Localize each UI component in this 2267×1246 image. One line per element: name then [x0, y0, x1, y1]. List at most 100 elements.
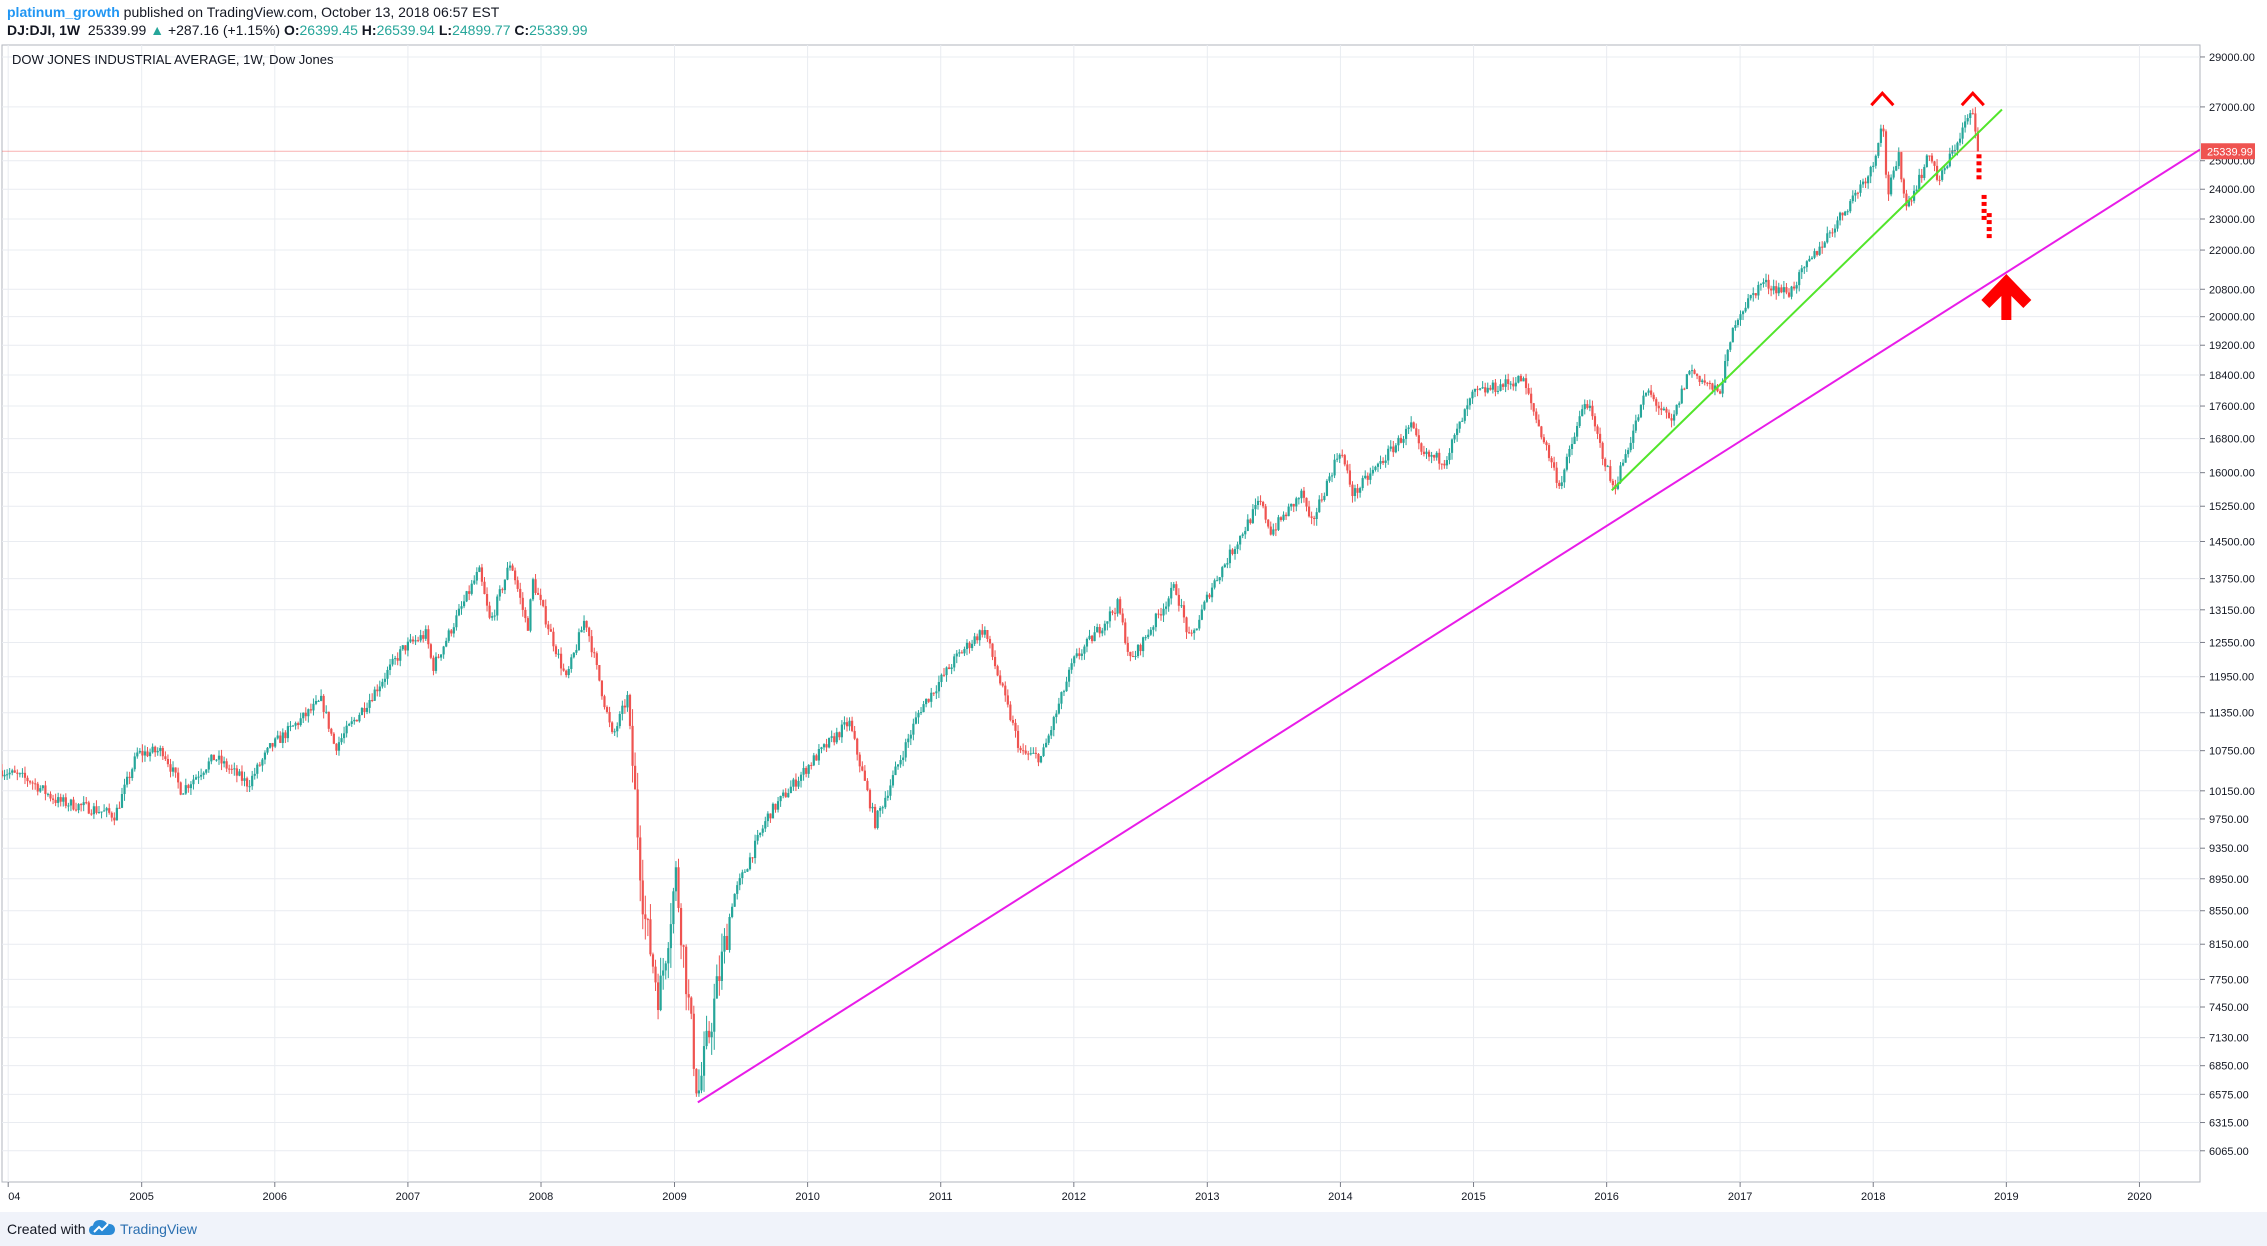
price-chart[interactable]: DOW JONES INDUSTRIAL AVERAGE, 1W, Dow Jo… [0, 42, 2267, 1203]
candle-body [342, 733, 346, 739]
candle-body [1923, 166, 1926, 179]
candle-body [97, 812, 101, 814]
candle-body [1124, 622, 1127, 644]
candle-body [23, 772, 27, 778]
candle-body [1073, 656, 1076, 664]
candle-body [1826, 233, 1829, 243]
candle-body [1609, 466, 1612, 481]
candle-body [21, 772, 24, 774]
candle-body [1673, 414, 1676, 421]
plot-area[interactable] [1, 44, 2201, 1183]
candle-body [1741, 311, 1745, 315]
forecast-dot [1986, 227, 1992, 232]
candle-body [976, 636, 979, 641]
candle-body [177, 772, 180, 783]
candle-body [639, 837, 642, 881]
candle-body [432, 657, 435, 671]
green-trendline[interactable] [1611, 108, 2003, 492]
candle-body [1833, 228, 1837, 233]
candle-body [18, 773, 21, 775]
price-axis[interactable]: 29000.0027000.0025000.0024000.0023000.00… [2200, 52, 2255, 1158]
candle-body [1882, 128, 1885, 132]
candle-body [1435, 452, 1438, 458]
candle-body [631, 725, 634, 766]
candle-body [1501, 384, 1505, 387]
y-tick-label: 29000.00 [2209, 52, 2255, 64]
candle-body [669, 924, 672, 949]
candle-body [123, 784, 126, 795]
candle-body [1233, 549, 1237, 555]
candle-body [1953, 149, 1957, 151]
candle-body [1930, 155, 1934, 162]
candle-body [192, 779, 195, 785]
x-tick-label: 2016 [1594, 1191, 1618, 1202]
candle-body [1537, 419, 1540, 427]
y-tick-label: 13150.00 [2209, 605, 2255, 617]
candle-body [1974, 113, 1977, 132]
candle-body [1180, 605, 1183, 607]
candle-body [205, 769, 208, 773]
publisher-name[interactable]: platinum_growth [7, 4, 120, 20]
candle-body [1307, 506, 1311, 517]
low-label: L: [438, 22, 453, 38]
candle-body [307, 709, 310, 717]
candle-body [110, 812, 113, 818]
candle-body [799, 774, 803, 781]
candle-body [1338, 454, 1341, 459]
candle-body [618, 713, 621, 727]
candle-body [866, 780, 869, 791]
candle-body [164, 756, 167, 759]
candle-body [166, 758, 170, 765]
candle-body [1262, 501, 1265, 507]
candle-body [595, 653, 598, 665]
candle-body [1060, 692, 1063, 704]
candle-body [1269, 526, 1272, 535]
up-arrow-icon[interactable] [1981, 274, 2032, 321]
candle-body [608, 711, 611, 723]
candle-body [1172, 584, 1175, 588]
candle-body [554, 646, 558, 655]
x-tick-label: 2013 [1195, 1191, 1219, 1202]
candle-body [659, 975, 662, 1011]
candle-body [1376, 463, 1380, 467]
candle-body [789, 786, 792, 794]
candle-body [1236, 544, 1239, 550]
candle-body [358, 714, 361, 722]
candle-body [1045, 742, 1048, 748]
candle-body [1009, 704, 1012, 720]
last-value: 25339.99 [87, 22, 147, 38]
candle-body [1941, 170, 1944, 180]
candle-body [1343, 455, 1346, 465]
chart-frame[interactable]: DOW JONES INDUSTRIAL AVERAGE, 1W, Dow Jo… [0, 42, 2267, 1203]
candle-body [1415, 428, 1418, 436]
candle-body [1690, 370, 1694, 372]
candle-body [1964, 121, 1967, 128]
candle-body [720, 951, 724, 981]
candle-body [138, 750, 141, 753]
candle-body [396, 658, 399, 661]
candle-body [1198, 619, 1201, 629]
x-tick-label: 04 [8, 1191, 20, 1202]
peak-marker[interactable] [1960, 90, 1985, 107]
candle-body [210, 754, 213, 762]
candle-body [74, 809, 78, 811]
candle-body [662, 970, 665, 976]
candle-body [514, 570, 517, 581]
candle-body [1279, 517, 1283, 520]
candle-body [1675, 404, 1678, 415]
candle-body [968, 642, 971, 649]
candle-body [731, 906, 734, 917]
peak-marker[interactable] [1870, 90, 1895, 107]
candle-body [455, 615, 458, 628]
tradingview-cloud-icon[interactable] [88, 1218, 116, 1238]
candle-body [580, 629, 583, 633]
candle-body [1892, 170, 1895, 178]
candle-body [1443, 463, 1446, 466]
candle-body [1305, 497, 1308, 507]
candle-body [1540, 426, 1543, 438]
candle-body [1805, 261, 1808, 268]
candle-body [1821, 246, 1824, 248]
tradingview-brand[interactable]: TradingView [120, 1221, 198, 1237]
time-axis[interactable]: 04 2005 2006 2007 2008 2009 2010 2011 2012 2013 20… [7, 1182, 2152, 1203]
magenta-trendline[interactable] [697, 148, 2200, 1104]
